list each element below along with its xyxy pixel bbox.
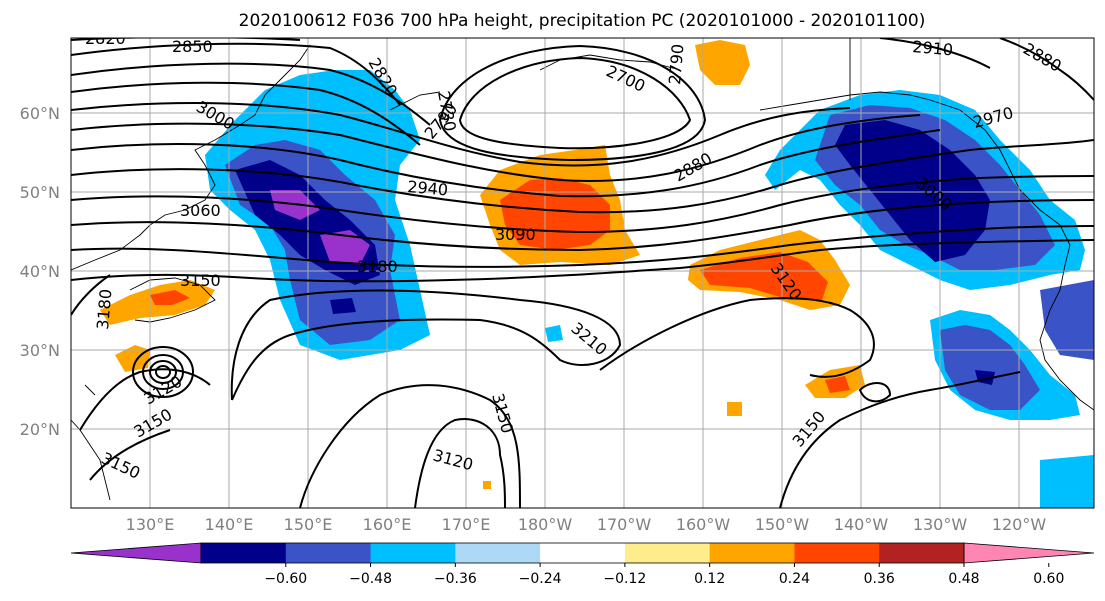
colorbar-tick-label: −0.60	[264, 571, 307, 587]
contour-label: 3180	[93, 288, 115, 330]
lon-label: 170°W	[597, 515, 652, 534]
colorbar: −0.60 −0.48 −0.36 −0.24 −0.12 0.12 0.24 0.36 0.4…	[70, 542, 1095, 587]
colorbar-swatch	[794, 543, 880, 563]
colorbar-swatch	[201, 543, 287, 563]
lon-label: 170°E	[442, 515, 491, 534]
lat-label: 50°N	[20, 183, 60, 202]
colorbar-tick-label: 0.60	[1033, 571, 1064, 587]
contour-label: 3090	[495, 225, 536, 244]
longitude-axis: 130°E 140°E 150°E 160°E 170°E 180°W 170°…	[126, 515, 1047, 534]
colorbar-tick-label: 0.36	[864, 571, 895, 587]
contour-label: 2850	[172, 37, 213, 56]
lon-label: 120°W	[992, 515, 1047, 534]
colorbar-tick-label: 0.12	[694, 571, 725, 587]
colorbar-swatch	[455, 543, 541, 563]
contour-label: 2790	[665, 43, 687, 85]
colorbar-tick-label: −0.48	[349, 571, 392, 587]
colorbar-extend-low	[70, 542, 202, 564]
colorbar-swatch	[624, 543, 711, 563]
lon-label: 160°W	[676, 515, 731, 534]
lon-label: 180°W	[518, 515, 573, 534]
lat-label: 40°N	[20, 262, 60, 281]
contour-label: 3060	[180, 201, 221, 220]
colorbar-tick-label: 0.48	[948, 571, 979, 587]
lon-label: 140°W	[834, 515, 889, 534]
map-frame	[70, 37, 1095, 509]
colorbar-swatch	[540, 543, 626, 563]
lon-label: 160°E	[363, 515, 412, 534]
lon-label: 140°E	[205, 515, 254, 534]
colorbar-swatch	[879, 543, 965, 563]
lon-label: 130°W	[913, 515, 968, 534]
colorbar-border	[200, 542, 965, 564]
colorbar-swatch	[370, 543, 456, 563]
colorbar-tick-label: −0.24	[519, 571, 562, 587]
contour-label: 2820	[85, 29, 126, 48]
lon-label: 150°E	[284, 515, 333, 534]
colorbar-tick-label: −0.36	[434, 571, 477, 587]
lon-label: 150°W	[755, 515, 810, 534]
contour-label: 3180	[357, 257, 398, 276]
colorbar-swatch	[709, 543, 795, 563]
colorbar-extend-high	[963, 542, 1095, 564]
contour-label: 2940	[407, 177, 449, 199]
height-contours	[71, 38, 1094, 508]
colorbar-swatch	[285, 543, 372, 563]
lat-label: 60°N	[20, 104, 60, 123]
lat-label: 20°N	[20, 420, 60, 439]
lat-label: 30°N	[20, 341, 60, 360]
contour-label: 2910	[912, 37, 954, 59]
colorbar-tick-label: −0.12	[603, 571, 646, 587]
figure-title: 2020100612 F036 700 hPa height, precipit…	[239, 11, 926, 31]
contour-label: 3150	[180, 271, 221, 290]
colorbar-tick-label: 0.24	[779, 571, 810, 587]
map-plot-area: 2820 2850 2820 2730 2790 2700 2790 2880 …	[71, 29, 1094, 508]
lon-label: 130°E	[126, 515, 175, 534]
latitude-axis: 60°N 50°N 40°N 30°N 20°N	[20, 104, 60, 439]
